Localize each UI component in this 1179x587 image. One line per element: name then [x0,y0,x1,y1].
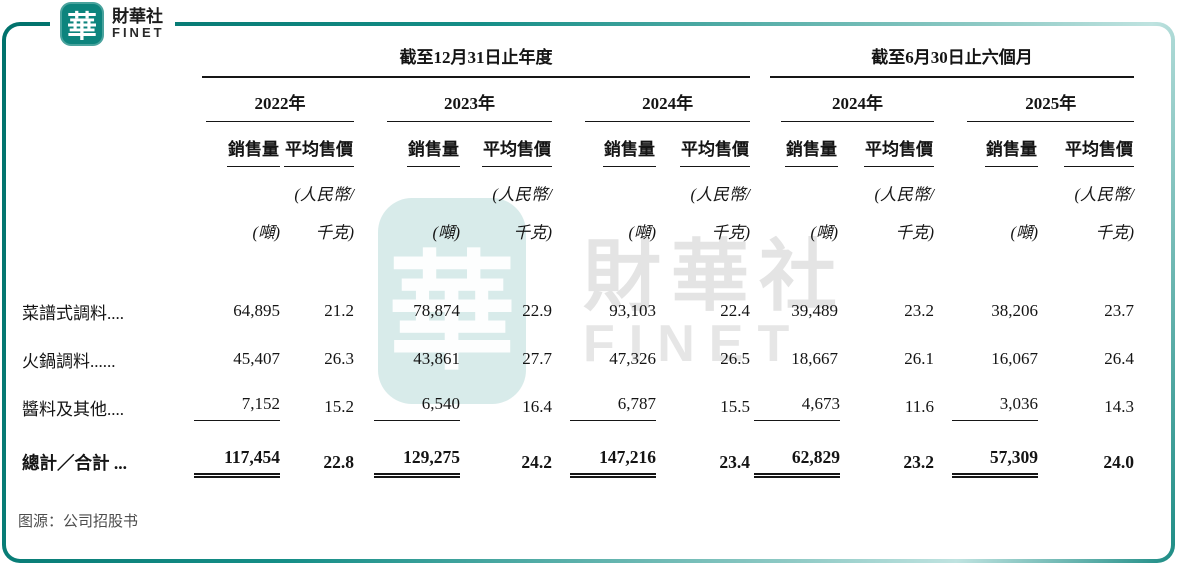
cell: 64,895 [233,301,280,320]
sales-table-wrap: 截至12月31日止年度 截至6月30日止六個月 2022年 2023年 2024… [20,40,1150,493]
unit-price-1: (人民幣/ [874,185,935,204]
col-header-volume: 銷售量 [603,135,656,167]
period-group-annual: 截至12月31日止年度 [202,43,751,78]
cell: 27.7 [522,349,552,368]
cell: 45,407 [233,349,280,368]
cell: 16,067 [991,349,1039,368]
col-header-volume: 銷售量 [227,135,280,167]
total-cell: 57,309 [952,447,1039,478]
unit-price-1: (人民幣/ [492,185,552,204]
total-cell: 22.8 [323,451,354,472]
total-cell: 62,829 [754,447,841,478]
unit-volume: (噸) [252,223,281,242]
unit-price-2: 千克) [513,223,553,242]
image-source-caption: 图源：公司招股书 [18,513,139,530]
unit-price-2: 千克) [711,223,751,242]
year-row: 2022年 2023年 2024年 2024年 2025年 [20,78,1136,122]
cell: 21.2 [324,301,354,320]
col-header-price: 平均售價 [284,135,354,167]
total-cell: 23.2 [903,451,935,472]
col-header-volume: 銷售量 [785,135,839,167]
cell: 11.6 [904,397,935,416]
cell: 6,787 [570,394,656,421]
watermark-seal-icon: 華 [378,198,526,404]
cell: 22.4 [720,301,751,320]
total-cell: 24.0 [1103,451,1135,472]
cell: 26.5 [720,349,751,368]
table-row: 醬料及其他.... 7,152 15.2 6,540 16.4 6,787 15… [20,383,1136,431]
year-2025-interim: 2025年 [967,89,1135,122]
total-cell: 117,454 [194,447,280,478]
col-header-price: 平均售價 [482,135,552,167]
sales-table: 截至12月31日止年度 截至6月30日止六個月 2022年 2023年 2024… [20,40,1136,493]
col-header-volume: 銷售量 [985,135,1039,167]
cell: 43,861 [413,349,460,368]
cell: 6,540 [374,394,460,421]
year-2022: 2022年 [206,89,354,122]
unit-volume: (噸) [810,223,839,242]
unit-price-1: (人民幣/ [690,185,751,204]
year-2023: 2023年 [387,89,552,122]
cell: 39,489 [791,301,839,320]
cell: 22.9 [522,301,552,320]
row-label: 菜譜式調料.... [22,303,124,323]
table-row: 火鍋調料...... 45,407 26.3 43,861 27.7 47,32… [20,335,1136,383]
cell: 26.4 [1104,349,1135,368]
cell: 78,874 [413,301,460,320]
cell: 23.2 [904,301,935,320]
total-cell: 23.4 [719,451,751,472]
cell: 26.3 [324,349,354,368]
finet-logo: 華 財華社 FINET [50,0,175,48]
unit-row-2: (噸) 千克) (噸) 千克) (噸) 千克) (噸) 千克) (噸) 千克) [20,205,1136,243]
cell: 18,667 [791,349,839,368]
cell: 47,326 [609,349,656,368]
cell: 15.5 [720,397,751,416]
total-cell: 129,275 [374,447,460,478]
row-label: 醬料及其他.... [22,399,124,419]
unit-price-2: 千克) [895,223,935,242]
total-label: 總計／合計 ... [22,452,127,473]
unit-price-2: 千克) [1095,223,1135,242]
cell: 15.2 [324,397,354,416]
year-2024: 2024年 [585,89,751,122]
row-label: 火鍋調料...... [22,351,116,371]
unit-volume: (噸) [628,223,657,242]
unit-row-1: (人民幣/ (人民幣/ (人民幣/ (人民幣/ (人民幣/ [20,167,1136,205]
cell: 7,152 [194,394,280,421]
brand-name-en: FINET [112,25,165,41]
cell: 16.4 [522,397,552,416]
watermark-name-zh: 財華社 [583,233,848,320]
cell: 93,103 [609,301,656,320]
period-group-interim: 截至6月30日止六個月 [770,43,1135,78]
col-header-volume: 銷售量 [407,135,460,167]
year-2024-interim: 2024年 [781,89,935,122]
cell: 14.3 [1104,397,1135,416]
cell: 3,036 [952,394,1039,421]
col-header-price: 平均售價 [1064,135,1135,167]
column-header-row: 銷售量 平均售價 銷售量 平均售價 銷售量 平均售價 銷售量 平均售價 銷售量 … [20,122,1136,167]
unit-volume: (噸) [432,223,461,242]
total-cell: 147,216 [570,447,656,478]
col-header-price: 平均售價 [680,135,751,167]
unit-volume: (噸) [1010,223,1039,242]
cell: 4,673 [754,394,841,421]
table-row: 菜譜式調料.... 64,895 21.2 78,874 22.9 93,103… [20,287,1136,335]
total-row: 總計／合計 ... 117,454 22.8 129,275 24.2 147,… [20,431,1136,493]
unit-price-1: (人民幣/ [294,185,354,204]
cell: 38,206 [991,301,1039,320]
period-group-row: 截至12月31日止年度 截至6月30日止六個月 [20,40,1136,78]
cell: 26.1 [904,349,935,368]
cell: 23.7 [1104,301,1135,320]
watermark-text: 財華社 FINET [583,233,848,373]
total-cell: 24.2 [521,451,552,472]
unit-price-1: (人民幣/ [1074,185,1135,204]
brand-name-zh: 財華社 [112,7,163,27]
finet-seal-icon: 華 [60,2,104,46]
unit-price-2: 千克) [315,223,355,242]
spacer-row [20,243,1136,287]
col-header-price: 平均售價 [864,135,935,167]
watermark-name-en: FINET [583,315,804,373]
